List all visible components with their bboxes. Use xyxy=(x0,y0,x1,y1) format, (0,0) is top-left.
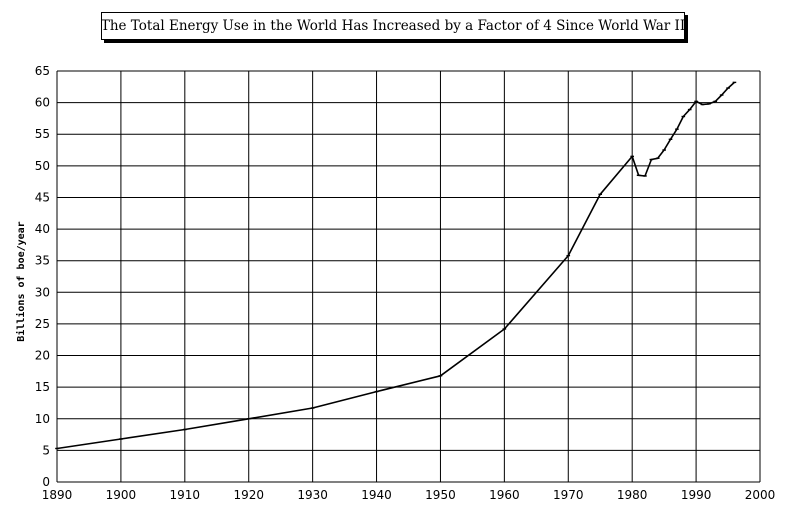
x-tick-label: 1950 xyxy=(425,488,456,502)
chart-title: The Total Energy Use in the World Has In… xyxy=(101,12,685,40)
y-axis-label: Billions of boe/year xyxy=(15,221,27,341)
y-tick-label: 65 xyxy=(35,64,50,78)
x-tick-label: 1970 xyxy=(553,488,584,502)
x-tick-label: 1940 xyxy=(361,488,392,502)
x-tick-label: 1920 xyxy=(233,488,264,502)
y-tick-label: 60 xyxy=(35,96,50,110)
x-tick-label: 1890 xyxy=(42,488,73,502)
x-tick-label: 1910 xyxy=(170,488,201,502)
y-tick-label: 45 xyxy=(35,190,50,204)
x-tick-label: 1900 xyxy=(106,488,137,502)
y-tick-label: 25 xyxy=(35,317,50,331)
x-tick-labels: 1890 1900 1910 1920 1930 1940 1950 1960 1970 1980… xyxy=(42,488,776,502)
x-tick-label: 1980 xyxy=(617,488,648,502)
y-tick-label: 10 xyxy=(35,412,50,426)
x-tick-label: 1960 xyxy=(489,488,520,502)
grid xyxy=(56,70,761,483)
y-tick-label: 20 xyxy=(35,349,50,363)
x-tick-label: 1930 xyxy=(297,488,328,502)
y-tick-label: 15 xyxy=(35,380,50,394)
y-tick-label: 5 xyxy=(42,443,50,457)
series-group xyxy=(55,81,737,450)
y-tick-labels: 0 5 10 15 20 25 30 35 40 45 50 55 60 65 xyxy=(35,64,50,489)
y-tick-label: 55 xyxy=(35,127,50,141)
y-tick-label: 35 xyxy=(35,254,50,268)
y-tick-label: 50 xyxy=(35,159,50,173)
x-tick-label: 2000 xyxy=(745,488,776,502)
y-tick-label: 40 xyxy=(35,222,50,236)
y-tick-label: 30 xyxy=(35,285,50,299)
series-line-0 xyxy=(56,81,735,450)
y-tick-label: 0 xyxy=(42,475,50,489)
x-tick-label: 1990 xyxy=(681,488,712,502)
